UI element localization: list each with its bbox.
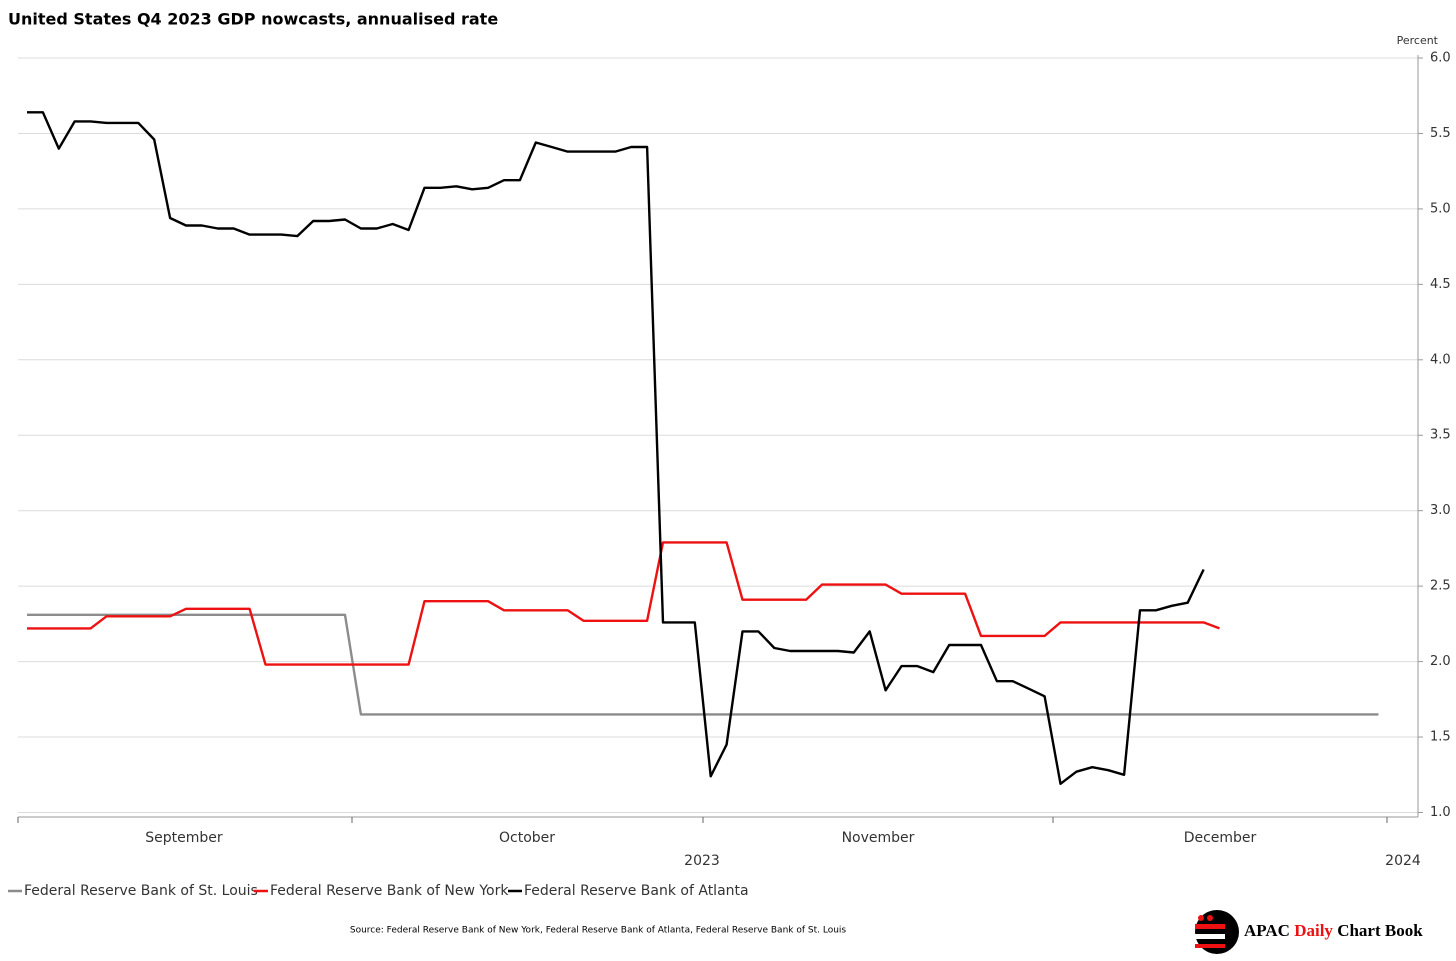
y-axis-label: Percent [1397,34,1439,47]
y-tick-label: 5.5 [1430,126,1451,141]
x-tick-label: November [842,830,915,846]
y-tick-label: 1.5 [1430,730,1451,745]
brand: APAC Daily Chart Book [1244,921,1423,940]
x-tick-label: September [145,830,223,846]
x-year-label: 2024 [1385,853,1421,869]
legend-label: Federal Reserve Bank of St. Louis [24,883,258,899]
brand-logo: APAC Daily Chart Book [1195,910,1423,954]
y-tick-label: 2.0 [1430,654,1451,669]
line-series [27,111,1205,785]
source-note: Source: Federal Reserve Bank of New York… [350,926,847,936]
y-tick-label: 4.0 [1430,352,1451,367]
y-tick-label: 5.0 [1430,201,1451,216]
y-tick-label: 4.5 [1430,277,1451,292]
y-tick-label: 3.0 [1430,503,1451,518]
brand-part: Daily [1294,921,1333,940]
y-tick-label: 3.5 [1430,428,1451,443]
x-tick-label: December [1184,830,1257,846]
x-year-label: 2023 [684,853,720,869]
legend-label: Federal Reserve Bank of New York [270,883,509,899]
y-tick-label: 1.0 [1430,805,1451,820]
brand-part: APAC [1244,921,1290,940]
brand-part: Chart Book [1337,921,1423,940]
x-tick-label: October [499,830,555,846]
line-series [27,541,1220,666]
legend-label: Federal Reserve Bank of Atlanta [524,883,749,899]
chart-title: United States Q4 2023 GDP nowcasts, annu… [8,10,498,29]
y-tick-label: 2.5 [1430,579,1451,594]
y-tick-label: 6.0 [1430,51,1451,66]
